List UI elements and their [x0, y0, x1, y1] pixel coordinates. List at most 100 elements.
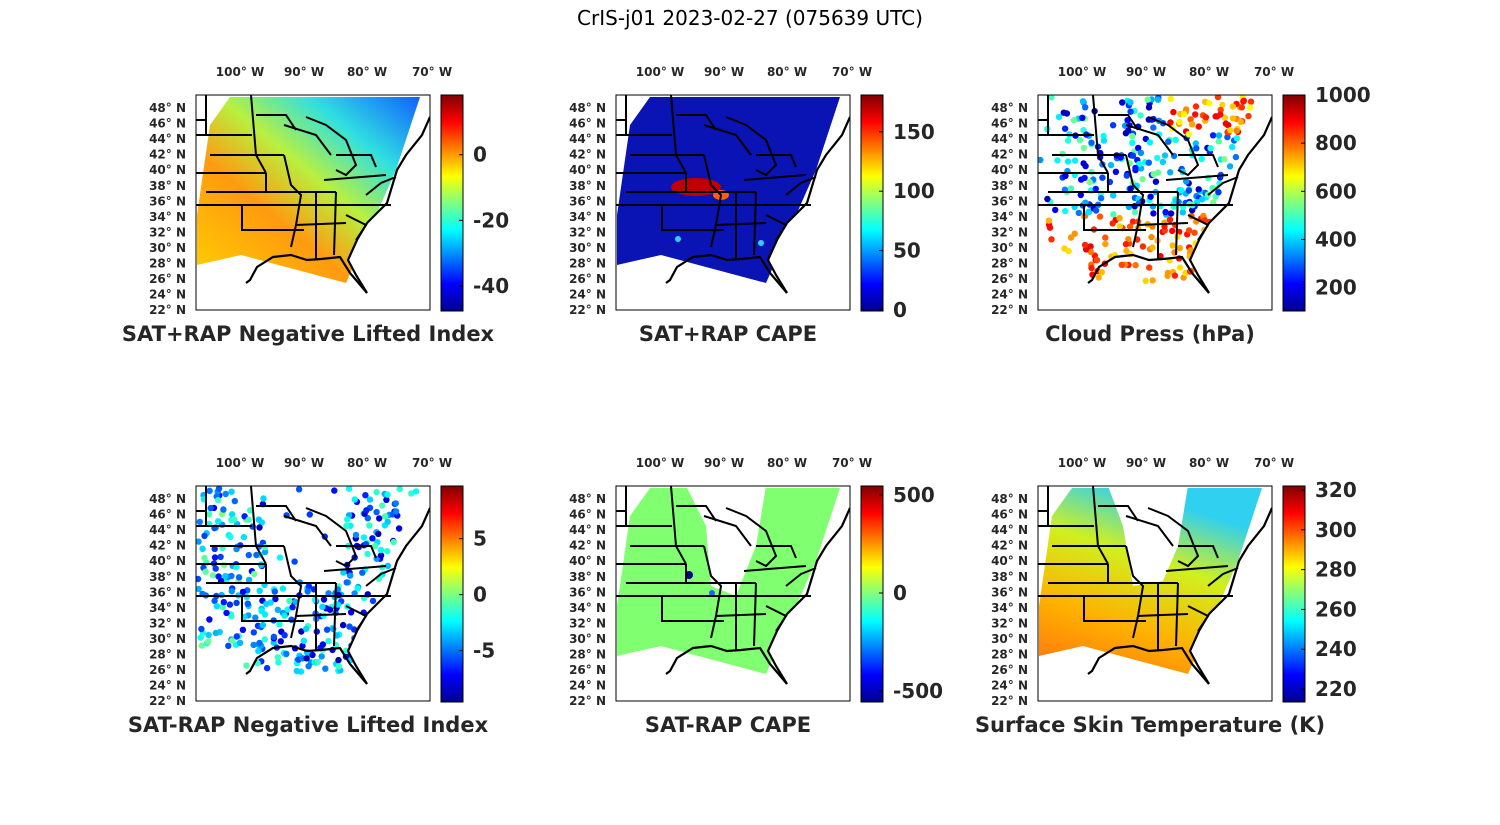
data-point — [1224, 133, 1231, 141]
data-point — [270, 633, 278, 640]
lat-label: 42° N — [149, 539, 186, 553]
data-point — [373, 488, 380, 496]
data-point — [396, 486, 403, 493]
data-point — [211, 597, 218, 605]
data-point — [272, 595, 279, 603]
data-point — [347, 572, 354, 579]
lon-label: 70° W — [1254, 65, 1294, 79]
data-point — [236, 639, 244, 646]
lat-label: 26° N — [569, 663, 606, 677]
state-border — [753, 582, 757, 647]
coastline — [766, 507, 850, 685]
data-point — [196, 518, 203, 526]
lat-label: 24° N — [991, 288, 1028, 302]
state-border — [1083, 205, 1146, 231]
data-point — [240, 533, 248, 541]
data-point — [253, 551, 260, 559]
lon-label: 70° W — [412, 456, 452, 470]
data-point — [392, 500, 399, 507]
state-border — [703, 154, 723, 248]
data-point — [314, 658, 321, 665]
data-point — [1122, 122, 1129, 129]
data-point — [384, 491, 391, 498]
data-point — [1139, 243, 1147, 250]
colorbar — [440, 485, 464, 703]
coastline — [346, 507, 430, 685]
map-frame — [615, 485, 851, 702]
data-point — [239, 626, 247, 633]
data-point — [298, 628, 305, 635]
lat-label: 40° N — [149, 163, 186, 177]
coastline — [665, 253, 788, 294]
lat-label: 22° N — [149, 694, 186, 708]
data-point — [233, 599, 240, 607]
data-point — [281, 612, 288, 619]
data-point — [305, 663, 312, 670]
data-point — [1088, 168, 1095, 176]
data-point — [261, 544, 269, 551]
data-point — [263, 600, 270, 608]
data-point — [1064, 158, 1072, 165]
data-point — [1059, 150, 1066, 158]
data-point — [1048, 236, 1055, 243]
map-panel: 100° W 90° W 80° W 70° W 48° N 46° N44° N 42° … — [975, 456, 1357, 737]
lat-label: 40° N — [569, 554, 606, 568]
data-point — [390, 538, 397, 546]
data-point — [1167, 119, 1174, 126]
data-point — [206, 487, 213, 494]
lat-label: 48° N — [149, 492, 186, 506]
data-point — [1137, 112, 1144, 119]
lat-label: 46° N — [991, 508, 1028, 522]
data-point — [395, 525, 403, 532]
panel-title: SAT-RAP Negative Lifted Index — [128, 713, 489, 737]
data-point — [205, 511, 213, 518]
data-point — [1221, 156, 1228, 163]
state-border — [336, 154, 377, 168]
data-point — [1167, 169, 1174, 176]
lat-label: 46° N — [149, 117, 186, 131]
data-point — [1142, 277, 1149, 285]
data-point — [1092, 207, 1100, 214]
state-border — [365, 176, 397, 196]
data-point — [1097, 195, 1105, 202]
coastline — [245, 253, 368, 294]
data-point — [1169, 227, 1176, 235]
state-border — [1137, 222, 1189, 226]
data-point — [350, 626, 358, 633]
data-point — [198, 642, 205, 649]
data-point — [1052, 206, 1059, 214]
data-point — [303, 655, 310, 662]
data-point — [1044, 195, 1051, 203]
state-border — [241, 596, 304, 622]
data-point — [344, 516, 351, 523]
data-point — [304, 588, 311, 595]
data-point — [392, 508, 400, 515]
state-border — [1098, 114, 1139, 131]
lat-label: 36° N — [991, 585, 1028, 599]
data-point — [1048, 95, 1055, 101]
data-point — [322, 665, 329, 672]
data-point — [1065, 247, 1072, 255]
lat-label: 30° N — [569, 632, 606, 646]
panel-title: SAT+RAP CAPE — [639, 322, 817, 346]
data-point — [221, 561, 228, 569]
data-point — [1206, 100, 1213, 107]
data-point — [213, 603, 221, 610]
lat-label: 34° N — [149, 601, 186, 615]
data-point — [222, 572, 229, 580]
data-point — [1092, 185, 1099, 193]
lon-label: 90° W — [284, 456, 324, 470]
data-point — [1217, 111, 1224, 118]
state-border — [725, 116, 778, 177]
lat-label: 44° N — [149, 523, 186, 537]
data-point — [375, 530, 382, 538]
data-point — [255, 516, 262, 523]
data-point — [256, 587, 263, 594]
lat-label: 40° N — [569, 163, 606, 177]
map-area — [1038, 486, 1272, 701]
data-point — [379, 502, 386, 509]
map-panel: 100° W 90° W 80° W 70° W 48° N 46° N44° N 42° … — [991, 65, 1371, 346]
data-point — [1129, 132, 1136, 140]
lat-label: 28° N — [149, 257, 186, 271]
